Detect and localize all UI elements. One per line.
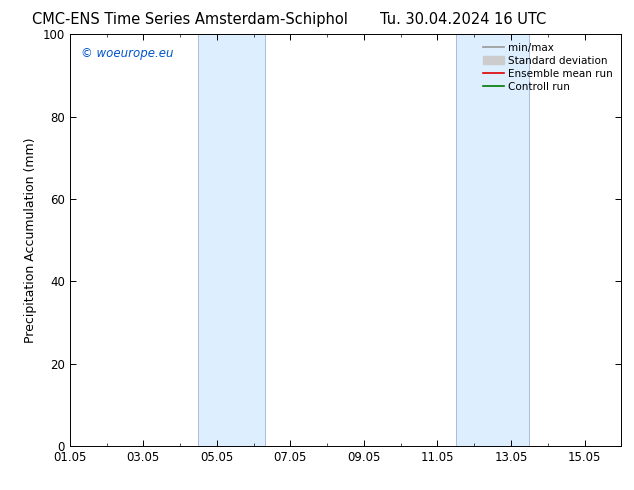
Legend: min/max, Standard deviation, Ensemble mean run, Controll run: min/max, Standard deviation, Ensemble me… [479, 39, 617, 96]
Text: CMC-ENS Time Series Amsterdam-Schiphol: CMC-ENS Time Series Amsterdam-Schiphol [32, 12, 348, 27]
Text: Tu. 30.04.2024 16 UTC: Tu. 30.04.2024 16 UTC [380, 12, 546, 27]
Bar [456, 34, 529, 446]
Y-axis label: Precipitation Accumulation (mm): Precipitation Accumulation (mm) [24, 137, 37, 343]
Text: © woeurope.eu: © woeurope.eu [81, 47, 173, 60]
Bar [198, 34, 264, 446]
